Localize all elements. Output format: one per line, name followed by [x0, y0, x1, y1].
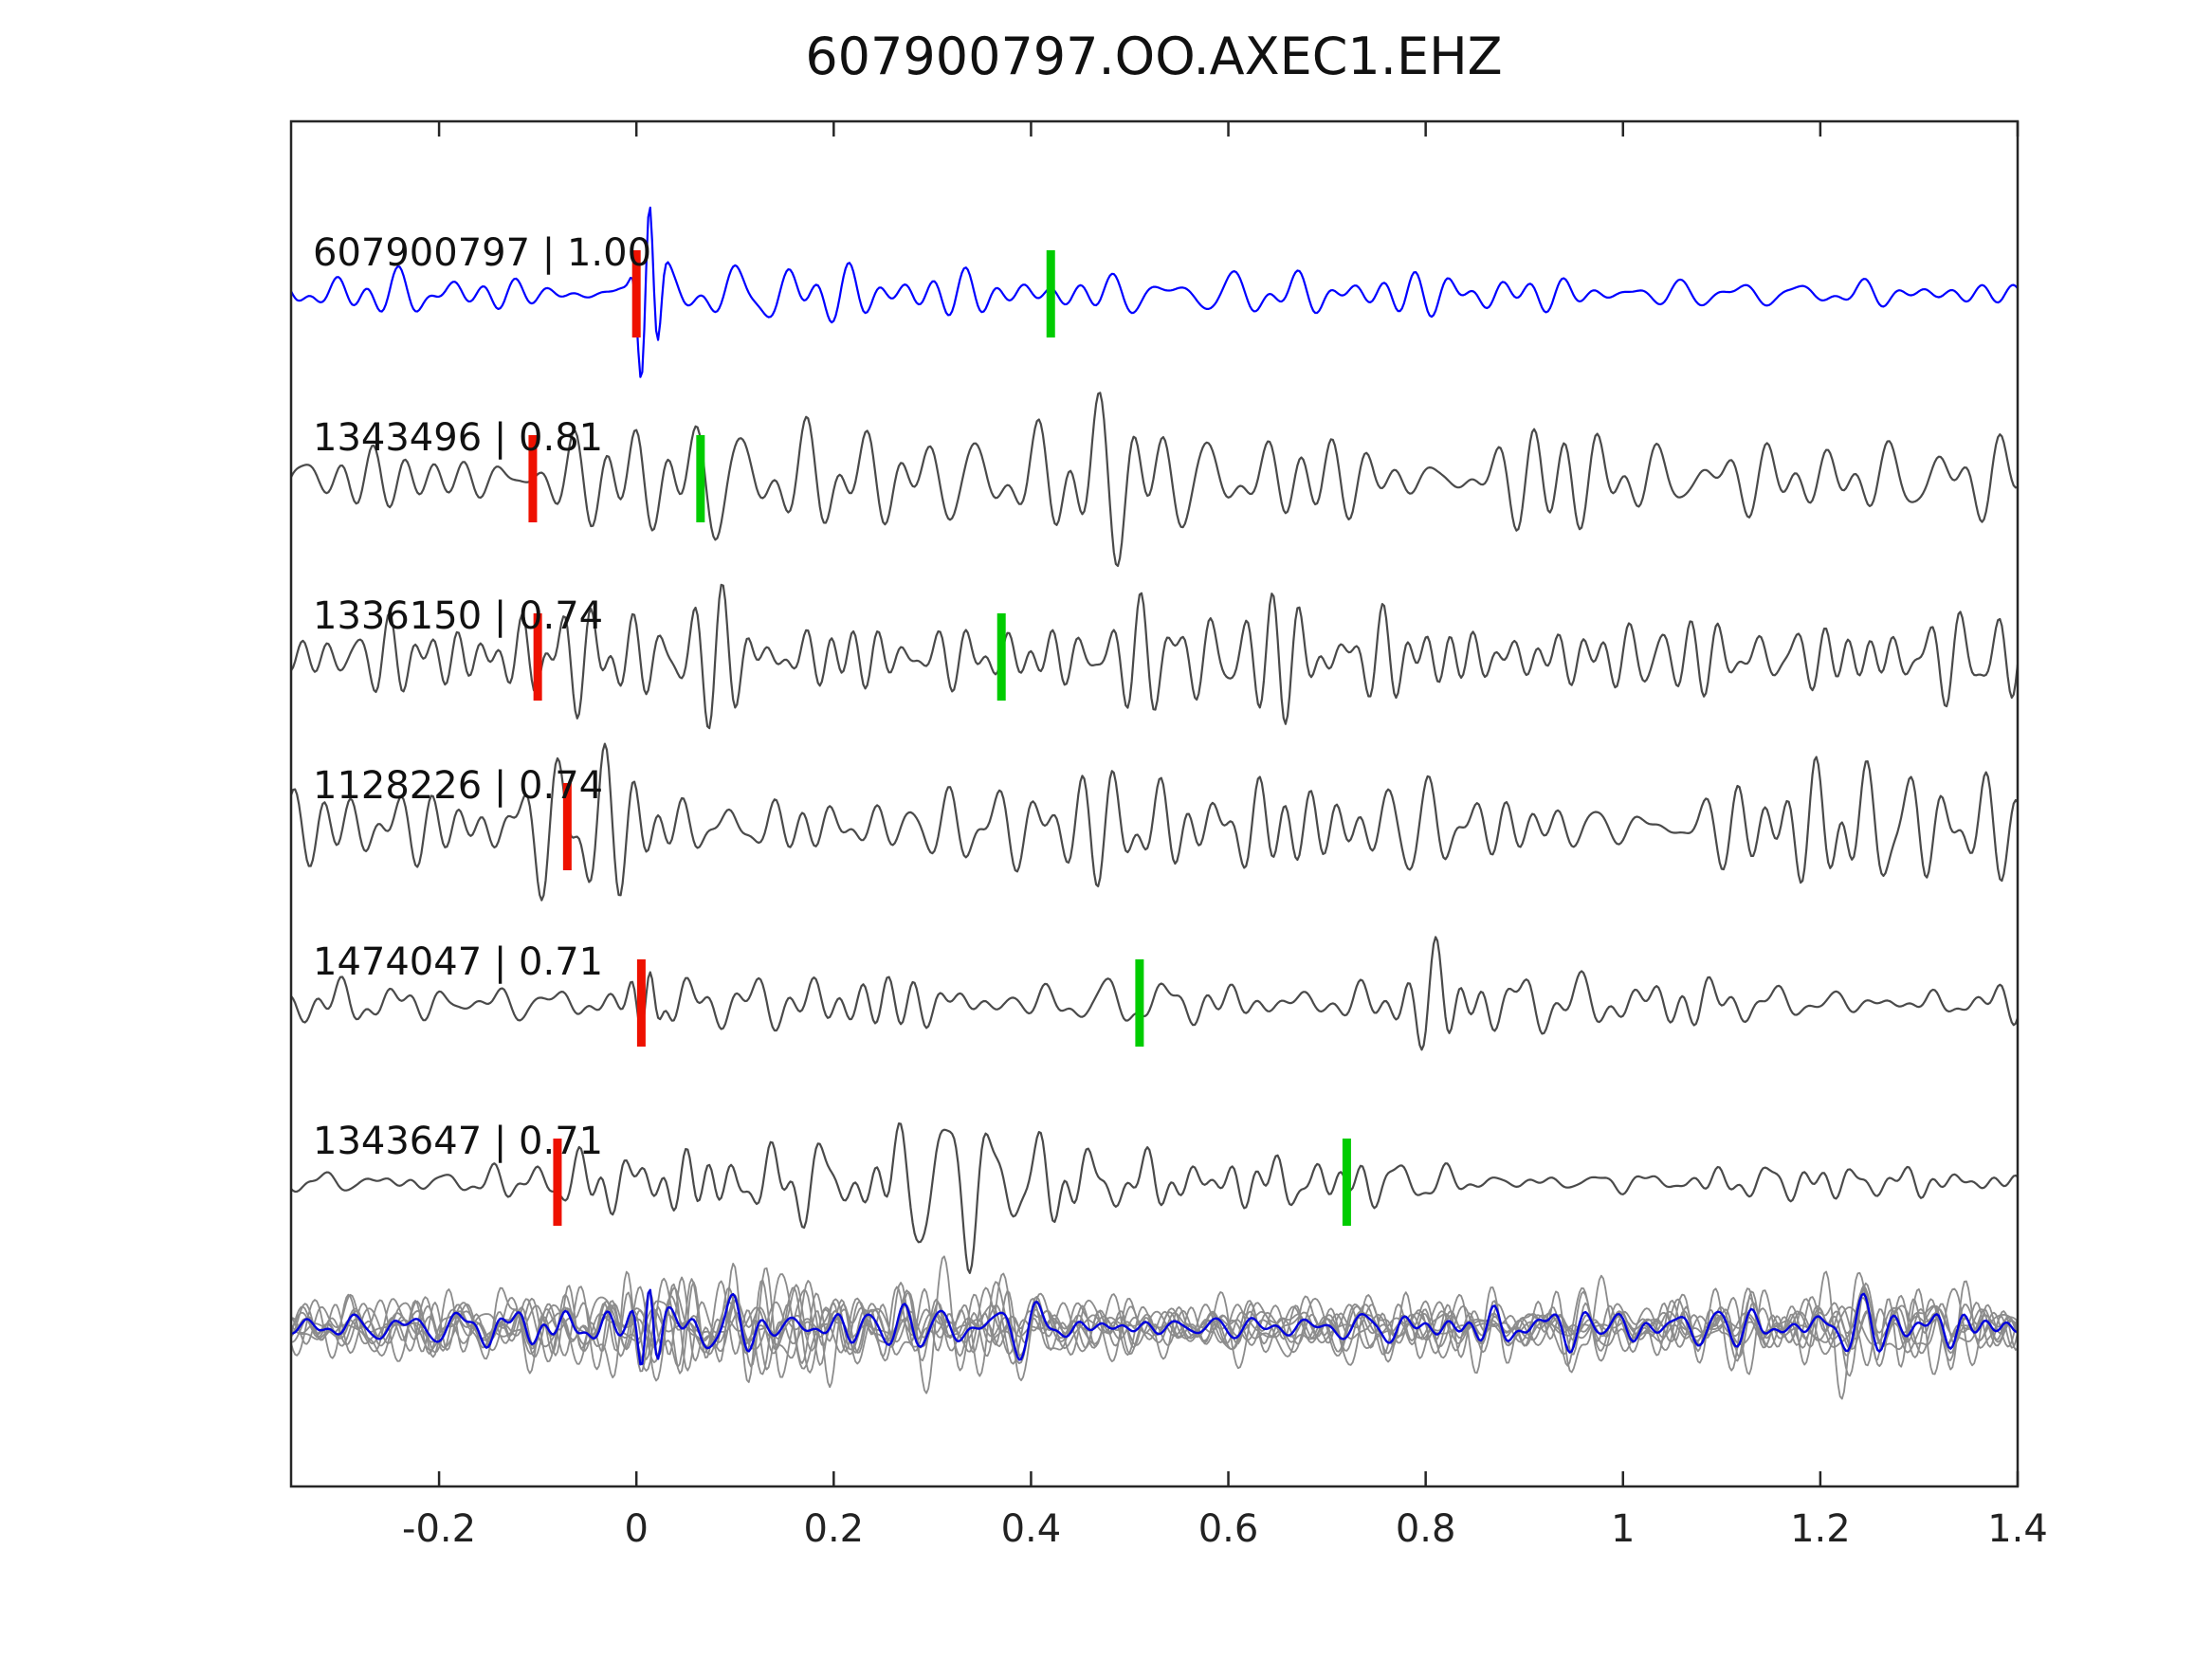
trace-label-607900797: 607900797 | 1.00 — [313, 231, 651, 275]
pick-markers — [528, 250, 1351, 1226]
trace-line-1474047 — [291, 936, 2018, 1051]
trace-line-607900797 — [291, 206, 2018, 378]
chart-title: 607900797.OO.AXEC1.EHZ — [805, 27, 1502, 86]
x-tick-label: 0.6 — [1198, 1507, 1259, 1551]
trace-line-1343647 — [291, 1122, 2018, 1274]
x-tick-label: 0.4 — [1001, 1507, 1062, 1551]
x-tick-label: -0.2 — [402, 1507, 476, 1551]
x-axis-ticks — [437, 121, 2020, 1486]
trace-label-1343496: 1343496 | 0.81 — [313, 416, 603, 460]
overlay-trace-line — [291, 1255, 2018, 1395]
trace-line-1343496 — [291, 392, 2018, 568]
trace-line-1336150 — [291, 583, 2018, 730]
trace-label-1343647: 1343647 | 0.71 — [313, 1120, 603, 1163]
overlay-trace-line — [291, 1263, 2018, 1389]
x-tick-label: 0.8 — [1396, 1507, 1456, 1551]
overlay-mean-line — [291, 1288, 2018, 1366]
x-tick-label: 1 — [1611, 1507, 1635, 1551]
x-tick-label: 1.4 — [1987, 1507, 2048, 1551]
trace-label-1336150: 1336150 | 0.74 — [313, 594, 603, 638]
x-tick-label: 1.2 — [1790, 1507, 1851, 1551]
x-tick-label: 0.2 — [804, 1507, 865, 1551]
trace-labels: 607900797 | 1.00 1343496 | 0.81 1336150 | … — [313, 231, 651, 1163]
x-tick-label: 0 — [624, 1507, 648, 1551]
trace-label-1128226: 1128226 | 0.74 — [313, 764, 603, 808]
x-axis-tick-labels: -0.2 0 0.2 0.4 0.6 0.8 1 1.2 1.4 — [402, 1507, 2048, 1551]
trace-label-1474047: 1474047 | 0.71 — [313, 940, 603, 984]
trace-line-1128226 — [291, 742, 2018, 902]
trace-lines — [291, 206, 2018, 1400]
plot-border — [289, 119, 2020, 1488]
